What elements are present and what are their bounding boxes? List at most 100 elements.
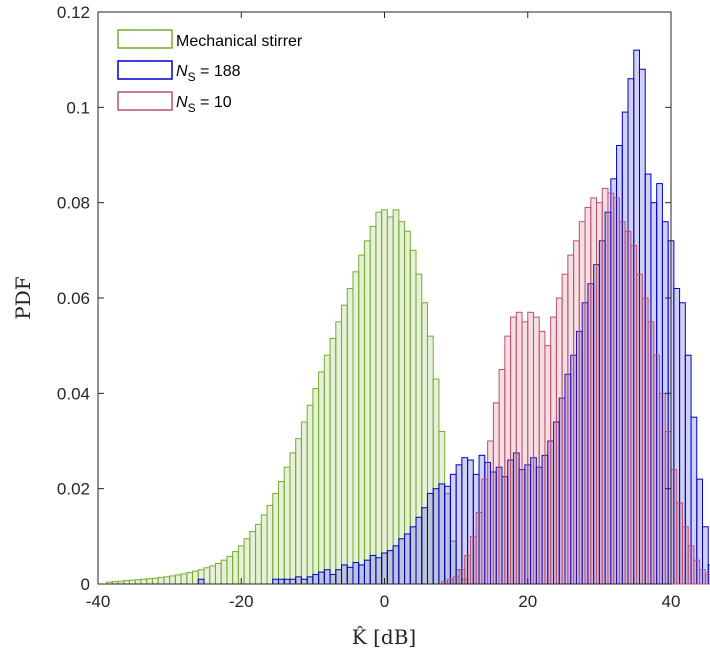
histogram-bar <box>295 576 302 585</box>
histogram-bar <box>449 473 457 585</box>
histogram-bar <box>369 554 377 585</box>
histogram-bar <box>573 240 580 585</box>
histogram-bar <box>232 551 239 585</box>
histogram-bar <box>515 311 523 585</box>
legend-label-2-sub: S <box>188 101 196 115</box>
histogram-bar <box>487 440 494 585</box>
histogram-bar <box>498 369 506 585</box>
histogram-bar <box>659 392 666 585</box>
histogram-bar <box>375 211 383 585</box>
histogram-bar <box>624 230 632 585</box>
y-axis-label: PDF <box>11 276 35 319</box>
histogram-bar <box>134 579 142 585</box>
histogram-bar <box>538 330 546 585</box>
histogram-bar <box>203 567 211 585</box>
histogram-bar <box>123 580 131 585</box>
histogram-bar <box>596 202 603 585</box>
histogram-bar <box>129 579 136 585</box>
histogram-bar <box>214 563 222 585</box>
x-tick-label: -40 <box>86 592 111 611</box>
histogram-bar <box>464 554 471 585</box>
histogram-bar <box>415 516 423 585</box>
histogram-bar <box>392 545 400 585</box>
histogram-bar <box>163 576 171 585</box>
histogram-bar <box>318 571 325 585</box>
ticks-layer: -40 -20 0 20 40 0 0.02 0.04 0.06 0.08 0.1 0.12 <box>57 3 681 611</box>
histogram-bar <box>544 345 552 585</box>
histogram-bar <box>504 335 512 585</box>
histogram-bar <box>404 533 411 585</box>
histogram-bar <box>469 535 477 585</box>
histogram-bar <box>300 578 308 585</box>
histogram-bar <box>283 578 291 585</box>
histogram-bar <box>475 512 483 585</box>
x-tick-label: -20 <box>229 592 254 611</box>
histogram-bar <box>510 316 517 585</box>
histogram-bar <box>618 221 626 585</box>
histogram-bar <box>664 430 672 585</box>
histogram-bar <box>306 404 314 585</box>
histogram-bar <box>613 197 620 585</box>
histogram-bar <box>260 514 268 585</box>
histogram-bar <box>180 573 188 585</box>
histogram-bar <box>392 209 400 585</box>
histogram-bar <box>312 573 320 585</box>
y-tick-label: 0.12 <box>57 3 90 22</box>
histogram-bar <box>346 566 354 585</box>
histogram-bar <box>452 576 460 585</box>
histogram-bar <box>363 559 371 585</box>
histogram-bar <box>532 316 540 585</box>
histogram-bar <box>555 297 563 585</box>
histogram-bar <box>693 559 701 585</box>
histogram-bar <box>272 492 279 585</box>
histogram-bar <box>312 388 320 585</box>
histogram-bar <box>197 578 205 585</box>
histogram-bar <box>363 240 371 585</box>
histogram-bar <box>404 230 411 585</box>
histogram-bar <box>421 507 428 585</box>
histogram-bar <box>550 316 557 585</box>
y-tick-label: 0.06 <box>57 289 90 308</box>
histogram-bar <box>641 297 649 585</box>
legend-label-1: NS = 188 <box>176 63 241 84</box>
y-tick-label: 0 <box>81 575 90 594</box>
legend-swatch-1 <box>117 60 173 80</box>
histogram-bar <box>369 226 377 585</box>
histogram-bar <box>676 502 683 585</box>
histogram-bar <box>352 271 360 585</box>
histogram-bar <box>567 254 575 585</box>
histogram-bar <box>670 469 678 585</box>
histogram-bar <box>521 321 529 585</box>
histogram-bar <box>492 402 500 585</box>
histogram-bar <box>243 538 251 585</box>
legend-label-1-sub: S <box>188 70 196 84</box>
histogram-bar <box>277 481 285 585</box>
histogram-bar <box>455 464 463 585</box>
histogram-bar <box>306 576 314 585</box>
histogram-bar <box>398 538 406 585</box>
histogram-bar <box>381 209 388 585</box>
legend: Mechanical stirrer NS = 188 NS = 10 <box>117 29 303 115</box>
histogram-bar <box>409 526 417 585</box>
x-tick-label: 40 <box>662 592 681 611</box>
histogram-bar <box>704 573 710 585</box>
plot-background <box>98 12 671 584</box>
x-tick-label: 20 <box>518 592 537 611</box>
y-tick-label: 0.02 <box>57 480 90 499</box>
histogram-bar <box>318 371 325 585</box>
histogram-bar <box>209 565 216 585</box>
histogram-bar <box>444 485 451 585</box>
y-tick-label: 0.04 <box>57 384 90 403</box>
histogram-bar <box>289 578 297 585</box>
histogram-bar <box>346 287 354 585</box>
histogram-bar <box>192 570 199 585</box>
histogram-bar <box>647 321 655 585</box>
histogram-bar <box>323 569 331 585</box>
legend-swatch-2 <box>117 91 173 111</box>
histogram-bar <box>699 569 706 585</box>
histogram-bar <box>607 192 615 585</box>
histogram-bar <box>386 550 394 585</box>
histogram-bar <box>681 526 689 585</box>
histogram-bar <box>220 559 228 585</box>
legend-label-0: Mechanical stirrer <box>176 33 303 50</box>
